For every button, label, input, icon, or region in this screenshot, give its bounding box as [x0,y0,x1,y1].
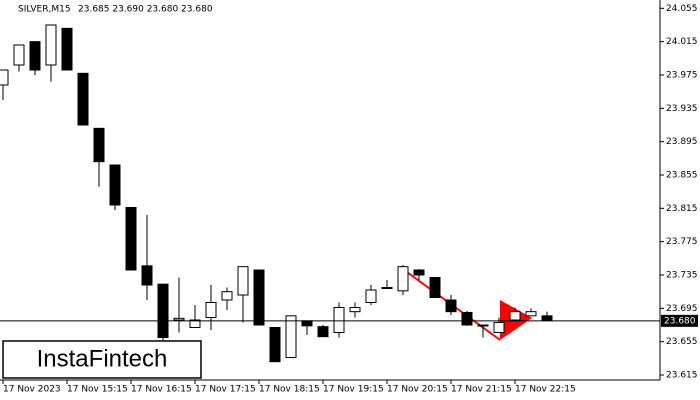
candle-body [125,207,137,271]
y-tick-label: 23.735 [666,271,698,281]
logo: InstaFintech [37,345,168,372]
symbol: SILVER,M15 [18,5,71,15]
candle-body [189,319,201,328]
candle-body [253,269,265,326]
x-tick-label: 17 Nov 17:15 [195,385,256,395]
candle-body [509,311,521,321]
candle-body [301,320,313,327]
candle-body [445,299,457,313]
x-tick-label: 17 Nov 15:15 [67,385,128,395]
candle-body [221,291,233,301]
y-tick-label: 23.895 [666,137,698,147]
candle-body [461,312,473,326]
candle-body [477,324,489,327]
candle-body [13,44,25,66]
x-tick-label: 17 Nov 22:15 [515,385,576,395]
candle-body [45,24,57,66]
y-tick-label: 23.615 [666,371,698,381]
x-tick-label: 17 Nov 2023 [3,385,61,395]
x-tick-label: 17 Nov 19:15 [323,385,384,395]
candle-body [61,27,73,71]
candle-body [0,69,9,86]
candle-body [349,307,361,313]
y-tick-label: 24.055 [666,4,698,14]
x-tick-label: 17 Nov 18:15 [259,385,320,395]
y-tick-label: 23.815 [666,204,698,214]
candle-body [109,164,121,206]
candle-body [525,311,537,317]
y-tick-label: 23.975 [666,71,698,81]
candle-body [381,287,393,289]
candle-body [93,127,105,163]
x-tick-label: 17 Nov 16:15 [131,385,192,395]
candle-body [317,326,329,338]
y-tick-label: 23.775 [666,237,698,247]
candle-body [77,72,89,126]
x-tick-label: 17 Nov 20:15 [387,385,448,395]
candle-body [173,317,185,321]
candle-body [285,315,297,359]
current-price-label: 23.680 [664,316,696,326]
current-price-box [661,314,698,327]
y-tick-label: 23.935 [666,104,698,114]
y-tick-label: 23.695 [666,304,698,314]
pattern-flag [399,266,532,341]
y-tick-label: 23.655 [666,337,698,347]
y-tick-label: 23.855 [666,171,698,181]
candle-body [157,283,169,338]
candle-body [205,302,217,318]
candle-body [365,289,377,303]
candle-body [237,266,249,296]
candle-body [429,277,441,298]
candle-body [493,322,505,333]
candle-body [397,266,409,292]
x-tick-label: 17 Nov 21:15 [451,385,512,395]
y-tick-label: 24.015 [666,37,698,47]
candle-body [29,41,41,71]
logo-box [2,340,202,379]
candle-body [333,307,345,333]
candle-body [141,265,153,286]
candle-body [269,327,281,363]
ohlc-readout: 23.685 23.690 23.680 23.680 [78,5,213,15]
candle-body [413,269,425,276]
candle-body [541,315,553,321]
